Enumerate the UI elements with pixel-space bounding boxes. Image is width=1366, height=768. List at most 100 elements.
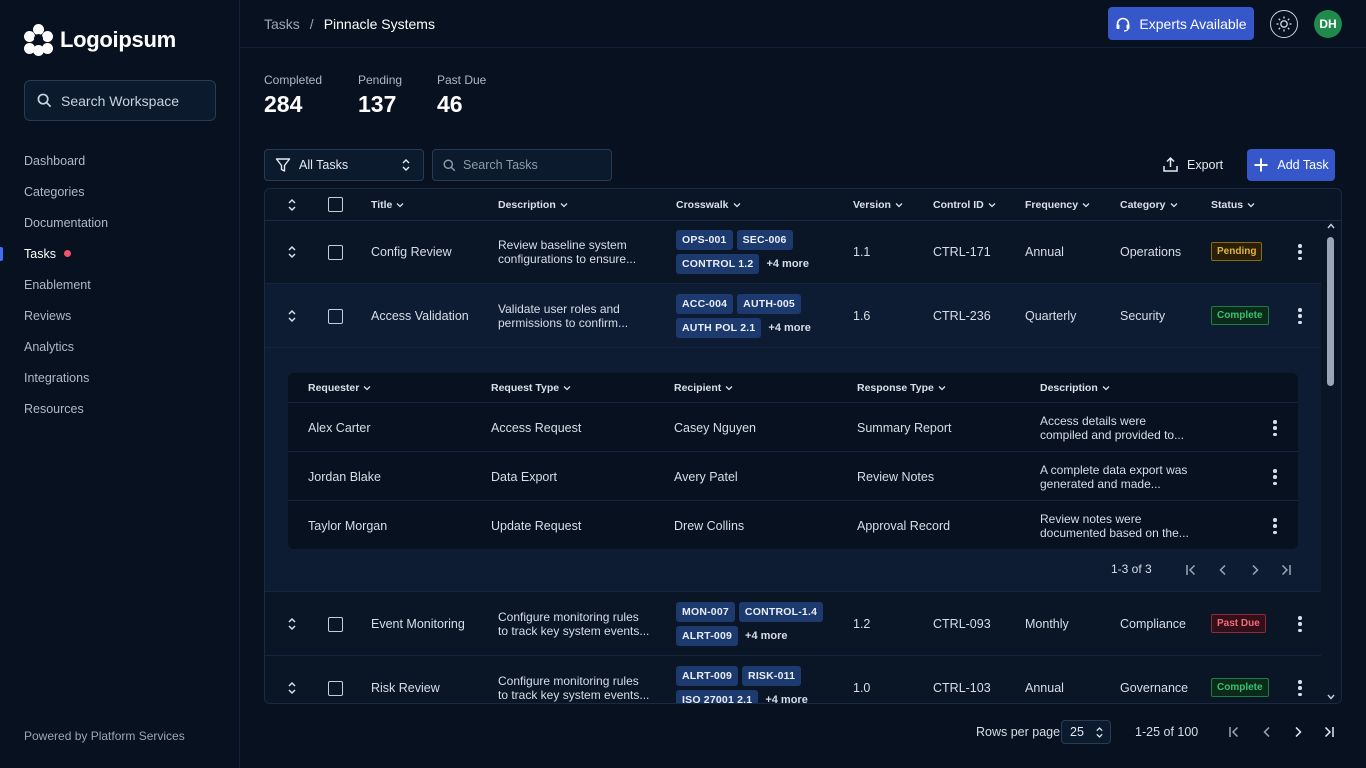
select-all-checkbox[interactable] [328, 197, 343, 212]
column-header-sub-description[interactable]: Description [1040, 382, 1110, 394]
crosswalk-chip[interactable]: AUTH-005 [737, 294, 801, 314]
column-header-frequency[interactable]: Frequency [1025, 199, 1090, 211]
crosswalk-more-link[interactable]: +4 more [765, 694, 808, 704]
column-header-category[interactable]: Category [1120, 199, 1178, 211]
scrollbar-thumb[interactable] [1327, 237, 1334, 386]
workspace-search-input[interactable]: Search Workspace [24, 80, 216, 121]
table-header: Title Description Crosswalk Version Cont… [265, 189, 1341, 221]
sidebar-item-integrations[interactable]: Integrations [0, 362, 240, 393]
filter-icon [275, 158, 291, 172]
crosswalk-chip[interactable]: RISK-011 [742, 666, 802, 686]
requester: Taylor Morgan [308, 519, 388, 533]
column-header-crosswalk[interactable]: Crosswalk [676, 199, 741, 211]
request-type: Update Request [491, 519, 582, 533]
sidebar-item-reviews[interactable]: Reviews [0, 300, 240, 331]
sidebar-item-enablement[interactable]: Enablement [0, 269, 240, 300]
task-filter-select[interactable]: All Tasks [264, 149, 424, 181]
breadcrumb-root[interactable]: Tasks [264, 16, 300, 32]
row-checkbox[interactable] [328, 617, 343, 632]
column-header-request-type[interactable]: Request Type [491, 382, 571, 394]
theme-toggle-button[interactable] [1270, 10, 1298, 38]
next-page-icon[interactable] [1249, 564, 1261, 576]
crosswalk-chip[interactable]: ISO 27001 2.1 [676, 690, 759, 703]
table-row[interactable]: Event Monitoring Configure monitoring ru… [265, 592, 1321, 656]
user-avatar[interactable]: DH [1314, 10, 1342, 38]
row-checkbox[interactable] [328, 309, 343, 324]
scroll-up-icon[interactable] [1327, 223, 1335, 229]
column-header-recipient[interactable]: Recipient [674, 382, 733, 394]
expand-row-icon[interactable] [287, 681, 297, 695]
export-button[interactable]: Export [1162, 156, 1223, 173]
row-checkbox[interactable] [328, 681, 343, 696]
more-options-icon[interactable] [1298, 616, 1302, 632]
add-task-label: Add Task [1277, 158, 1329, 172]
last-page-icon[interactable] [1280, 564, 1292, 576]
next-page-icon[interactable] [1292, 726, 1304, 738]
sidebar-item-resources[interactable]: Resources [0, 393, 240, 424]
task-search-input[interactable]: Search Tasks [432, 149, 612, 181]
crosswalk-chip[interactable]: CONTROL-1.4 [738, 602, 824, 622]
crosswalk-chip[interactable]: OPS-001 [676, 230, 733, 250]
status-badge: Pending [1211, 242, 1263, 261]
sidebar-item-documentation[interactable]: Documentation [0, 207, 240, 238]
status-badge: Complete [1211, 678, 1269, 697]
more-options-icon[interactable] [1298, 680, 1302, 696]
crosswalk-chip[interactable]: ALRT-009 [676, 626, 739, 646]
previous-page-icon[interactable] [1217, 564, 1229, 576]
column-header-description[interactable]: Description [498, 199, 568, 211]
row-frequency: Annual [1025, 681, 1064, 695]
crosswalk-chip[interactable]: MON-007 [676, 602, 735, 622]
chevron-up-down-icon [402, 159, 410, 171]
notification-dot [63, 250, 71, 257]
column-header-version[interactable]: Version [853, 199, 903, 211]
more-options-icon[interactable] [1273, 469, 1277, 485]
logo[interactable]: Logoipsum [24, 24, 176, 56]
subtable-row[interactable]: Alex Carter Access Request Casey Nguyen … [288, 403, 1298, 452]
scroll-down-icon[interactable] [1327, 694, 1335, 700]
row-checkbox[interactable] [328, 245, 343, 260]
column-header-control-id[interactable]: Control ID [933, 199, 996, 211]
column-header-title[interactable]: Title [371, 199, 404, 211]
sidebar-item-label: Enablement [24, 277, 91, 292]
subtable-row[interactable]: Jordan Blake Data Export Avery Patel Rev… [288, 452, 1298, 501]
last-page-icon[interactable] [1323, 726, 1335, 738]
sidebar-item-tasks[interactable]: Tasks [0, 238, 240, 269]
crosswalk-chip[interactable]: SEC-006 [736, 230, 793, 250]
expand-all-icon[interactable] [287, 198, 297, 212]
plus-icon [1254, 158, 1268, 172]
crosswalk-chip[interactable]: ACC-004 [676, 294, 734, 314]
more-options-icon[interactable] [1273, 420, 1277, 436]
column-header-response-type[interactable]: Response Type [857, 382, 946, 394]
expand-row-icon[interactable] [287, 617, 297, 631]
more-options-icon[interactable] [1298, 244, 1302, 260]
crosswalk-chip[interactable]: AUTH POL 2.1 [676, 318, 762, 338]
table-row[interactable]: Risk Review Configure monitoring rules to… [265, 656, 1321, 704]
expand-row-icon[interactable] [287, 245, 297, 259]
collapse-row-icon[interactable] [287, 309, 297, 323]
more-options-icon[interactable] [1298, 308, 1302, 324]
table-row[interactable]: Config Review Review baseline system conf… [265, 220, 1321, 284]
crosswalk-more-link[interactable]: +4 more [766, 258, 809, 270]
column-header-status[interactable]: Status [1211, 199, 1255, 211]
crosswalk-chip[interactable]: ALRT-009 [676, 666, 739, 686]
column-header-requester[interactable]: Requester [308, 382, 371, 394]
rows-per-page-select[interactable]: 25 [1061, 720, 1111, 744]
add-task-button[interactable]: Add Task [1247, 149, 1335, 181]
crosswalk-chip[interactable]: CONTROL 1.2 [676, 254, 760, 274]
sidebar-item-label: Analytics [24, 339, 75, 354]
sidebar-item-categories[interactable]: Categories [0, 176, 240, 207]
first-page-icon[interactable] [1185, 564, 1197, 576]
table-row[interactable]: Access Validation Validate user roles an… [265, 284, 1321, 348]
experts-available-button[interactable]: Experts Available [1108, 7, 1254, 40]
row-control-id: CTRL-093 [933, 617, 991, 631]
subtable-row[interactable]: Taylor Morgan Update Request Drew Collin… [288, 501, 1298, 550]
row-control-id: CTRL-236 [933, 309, 991, 323]
more-options-icon[interactable] [1273, 518, 1277, 534]
crosswalk-more-link[interactable]: +4 more [745, 630, 788, 642]
sidebar-item-dashboard[interactable]: Dashboard [0, 145, 240, 176]
crosswalk-more-link[interactable]: +4 more [768, 322, 811, 334]
previous-page-icon[interactable] [1261, 726, 1273, 738]
sidebar-item-analytics[interactable]: Analytics [0, 331, 240, 362]
sidebar-item-label: Reviews [24, 308, 72, 323]
first-page-icon[interactable] [1228, 726, 1240, 738]
